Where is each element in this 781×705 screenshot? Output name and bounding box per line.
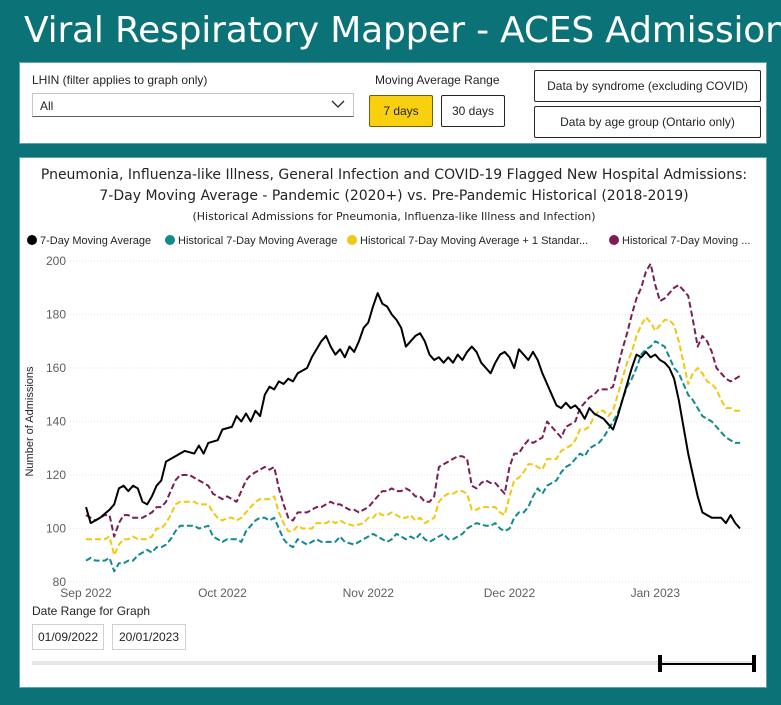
y-tick-label: 180 xyxy=(46,308,66,322)
series-line xyxy=(85,340,740,573)
thirty-day-button[interactable]: 30 days xyxy=(441,95,505,127)
y-tick-label: 160 xyxy=(46,361,66,375)
legend-marker xyxy=(27,235,37,245)
x-tick-label: Sep 2022 xyxy=(60,586,112,600)
date-slider-track xyxy=(32,661,754,665)
series-line xyxy=(86,316,740,557)
page-title: Viral Respiratory Mapper - ACES Admissio… xyxy=(24,10,781,51)
x-tick-label: Jan 2023 xyxy=(631,586,681,600)
legend-label: Historical 7-Day Moving ... xyxy=(622,235,750,247)
legend-marker xyxy=(609,235,619,245)
line-chart: 7-Day Moving Average Historical 7-Day Mov… xyxy=(24,235,756,672)
x-tick-label: Dec 2022 xyxy=(484,586,536,600)
lhin-dropdown[interactable]: All xyxy=(32,93,354,117)
seven-day-button[interactable]: 7 days xyxy=(369,95,433,127)
legend-label: Historical 7-Day Moving Average xyxy=(178,235,337,247)
x-tick-label: Oct 2022 xyxy=(198,586,247,600)
x-tick-label: Nov 2022 xyxy=(343,586,395,600)
date-slider-start-handle[interactable] xyxy=(658,655,662,672)
filter-panel: LHIN (filter applies to graph only) All … xyxy=(19,62,767,144)
date-slider-end-handle[interactable] xyxy=(752,655,756,672)
legend-marker xyxy=(347,235,357,245)
legend-label: Historical 7-Day Moving Average + 1 Stan… xyxy=(360,235,588,247)
date-range-label: Date Range for Graph xyxy=(32,604,151,618)
start-date-input[interactable]: 01/09/2022 xyxy=(32,624,104,650)
series-line xyxy=(85,262,741,538)
lhin-label: LHIN (filter applies to graph only) xyxy=(32,73,208,87)
chevron-down-icon xyxy=(331,100,345,108)
legend-marker xyxy=(165,235,175,245)
y-tick-label: 100 xyxy=(46,522,66,536)
chart-panel: Pneumonia, Influenza-like Illness, Gener… xyxy=(19,157,767,688)
series-line xyxy=(85,292,741,530)
y-axis-title: Number of Admissions xyxy=(24,366,36,477)
data-by-age-group-button[interactable]: Data by age group (Ontario only) xyxy=(534,106,761,138)
legend-label: 7-Day Moving Average xyxy=(40,235,151,247)
end-date-input[interactable]: 20/01/2023 xyxy=(112,624,186,650)
lhin-dropdown-value: All xyxy=(40,99,54,113)
chart-title-line2: 7-Day Moving Average - Pandemic (2020+) … xyxy=(99,188,689,204)
y-tick-label: 80 xyxy=(53,575,67,589)
data-by-syndrome-button[interactable]: Data by syndrome (excluding COVID) xyxy=(534,70,761,102)
y-tick-label: 200 xyxy=(46,254,66,268)
y-tick-label: 120 xyxy=(46,468,66,482)
chart-title-line1: Pneumonia, Influenza-like Illness, Gener… xyxy=(40,167,748,183)
y-tick-label: 140 xyxy=(46,415,66,429)
moving-average-label: Moving Average Range xyxy=(375,73,500,87)
chart-subtitle: (Historical Admissions for Pneumonia, In… xyxy=(192,210,596,223)
